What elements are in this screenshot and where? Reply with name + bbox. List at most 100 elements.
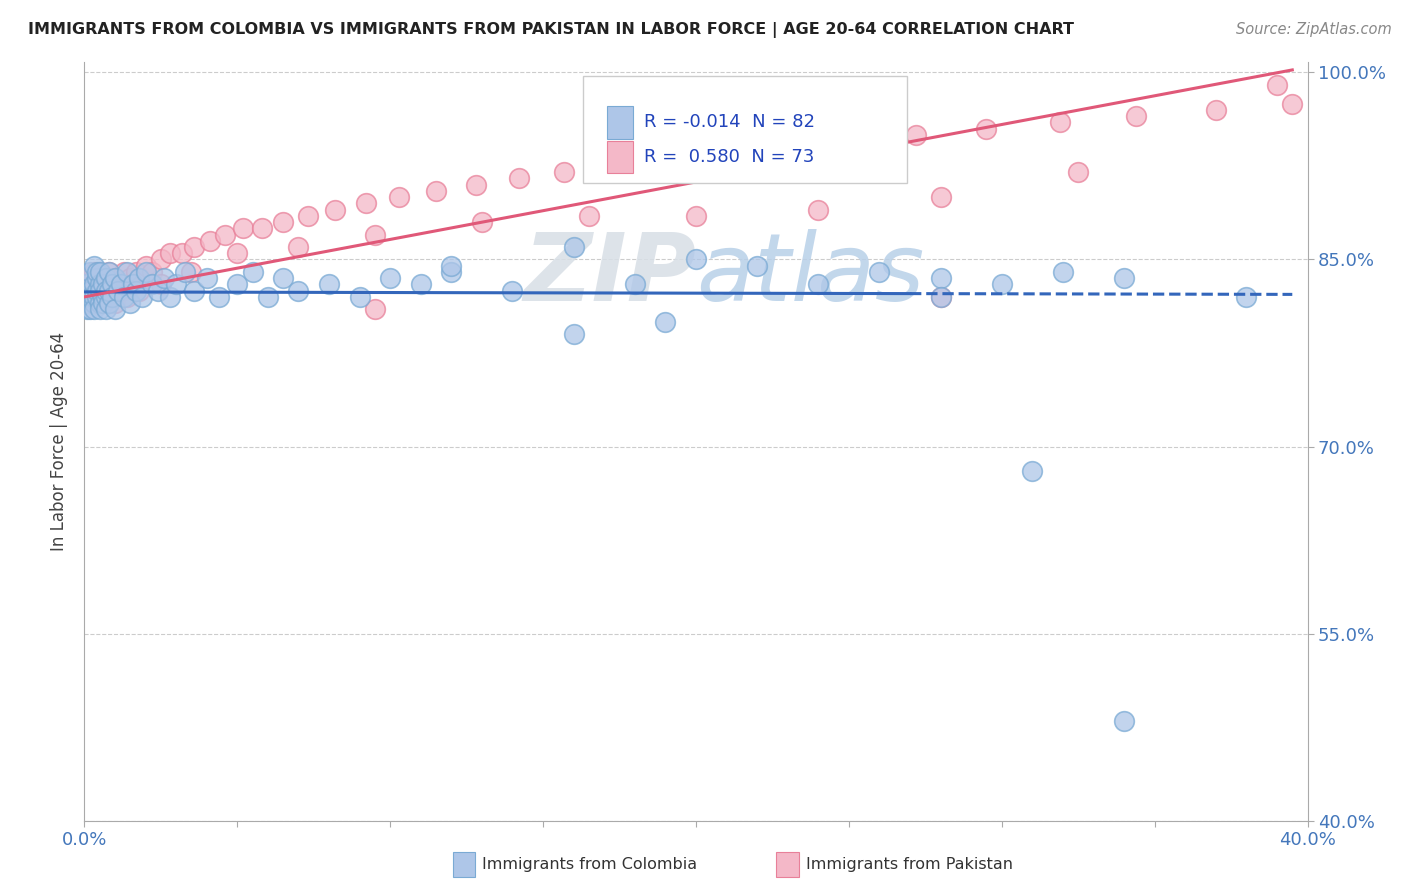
Point xyxy=(94,284,117,298)
Point xyxy=(464,178,486,192)
Point xyxy=(94,290,117,304)
Point xyxy=(76,284,98,298)
Point xyxy=(86,284,108,298)
Point xyxy=(83,296,105,310)
Point xyxy=(242,265,264,279)
Point xyxy=(89,296,111,310)
Point xyxy=(125,265,148,279)
Point xyxy=(172,246,194,260)
Point xyxy=(180,265,202,279)
Point xyxy=(141,265,163,279)
Point xyxy=(104,302,127,317)
Point xyxy=(101,290,124,304)
Point xyxy=(83,271,105,285)
Point xyxy=(1265,78,1288,92)
Point xyxy=(364,227,387,242)
Point xyxy=(115,290,138,304)
Point xyxy=(165,277,187,292)
Point xyxy=(502,284,524,298)
Point xyxy=(149,277,172,292)
Point xyxy=(125,284,148,298)
Point xyxy=(226,277,249,292)
Point xyxy=(654,315,676,329)
Point xyxy=(562,327,585,342)
Point xyxy=(141,277,163,292)
Point xyxy=(89,277,111,292)
Point xyxy=(271,215,294,229)
Point xyxy=(128,271,150,285)
Point xyxy=(122,277,145,292)
Text: IMMIGRANTS FROM COLOMBIA VS IMMIGRANTS FROM PAKISTAN IN LABOR FORCE | AGE 20-64 : IMMIGRANTS FROM COLOMBIA VS IMMIGRANTS F… xyxy=(28,22,1074,38)
Point xyxy=(159,246,181,260)
Point xyxy=(101,277,124,292)
Point xyxy=(991,277,1014,292)
Point xyxy=(89,284,111,298)
Point xyxy=(380,271,402,285)
Point xyxy=(1114,714,1136,728)
Point xyxy=(471,215,494,229)
Point xyxy=(232,221,254,235)
Point xyxy=(440,265,463,279)
Point xyxy=(83,290,105,304)
Point xyxy=(83,265,105,279)
Point xyxy=(685,209,707,223)
Point xyxy=(287,284,309,298)
Point xyxy=(128,284,150,298)
Point xyxy=(605,159,627,173)
Point xyxy=(97,284,120,298)
Point xyxy=(354,196,377,211)
Point xyxy=(508,171,530,186)
Point xyxy=(94,271,117,285)
Point xyxy=(174,265,197,279)
Point xyxy=(97,265,120,279)
Point xyxy=(159,290,181,304)
Point xyxy=(83,302,105,317)
Point xyxy=(120,271,142,285)
Point xyxy=(425,184,447,198)
Point xyxy=(104,296,127,310)
Point xyxy=(257,290,280,304)
Point xyxy=(1205,103,1227,117)
Point xyxy=(94,302,117,317)
Point xyxy=(91,284,114,298)
Y-axis label: In Labor Force | Age 20-64: In Labor Force | Age 20-64 xyxy=(51,332,69,551)
Point xyxy=(104,271,127,285)
Text: atlas: atlas xyxy=(696,229,924,320)
Point xyxy=(929,290,952,304)
Text: R = -0.014  N = 82: R = -0.014 N = 82 xyxy=(644,113,815,131)
Text: Source: ZipAtlas.com: Source: ZipAtlas.com xyxy=(1236,22,1392,37)
Point xyxy=(1052,265,1074,279)
Point xyxy=(183,240,205,254)
Point xyxy=(79,302,101,317)
Point xyxy=(104,271,127,285)
Point xyxy=(110,277,132,292)
Point xyxy=(76,296,98,310)
Point xyxy=(388,190,411,204)
Point xyxy=(79,265,101,279)
Point xyxy=(208,290,231,304)
Point xyxy=(1236,290,1258,304)
Point xyxy=(1067,165,1090,179)
Point xyxy=(83,277,105,292)
Text: R =  0.580  N = 73: R = 0.580 N = 73 xyxy=(644,148,814,166)
Point xyxy=(79,290,101,304)
Point xyxy=(250,221,273,235)
Point xyxy=(135,265,157,279)
Point xyxy=(1114,271,1136,285)
Point xyxy=(807,202,830,217)
Point xyxy=(929,271,952,285)
Point xyxy=(149,252,172,267)
Point xyxy=(112,290,135,304)
Point xyxy=(776,140,799,154)
Point xyxy=(869,265,891,279)
Point xyxy=(349,290,371,304)
Point xyxy=(364,302,387,317)
Point xyxy=(94,290,117,304)
Point xyxy=(94,271,117,285)
Point xyxy=(1125,109,1147,123)
Point xyxy=(79,290,101,304)
Point xyxy=(86,271,108,285)
Point xyxy=(110,284,132,298)
Point xyxy=(97,277,120,292)
Point xyxy=(929,290,952,304)
